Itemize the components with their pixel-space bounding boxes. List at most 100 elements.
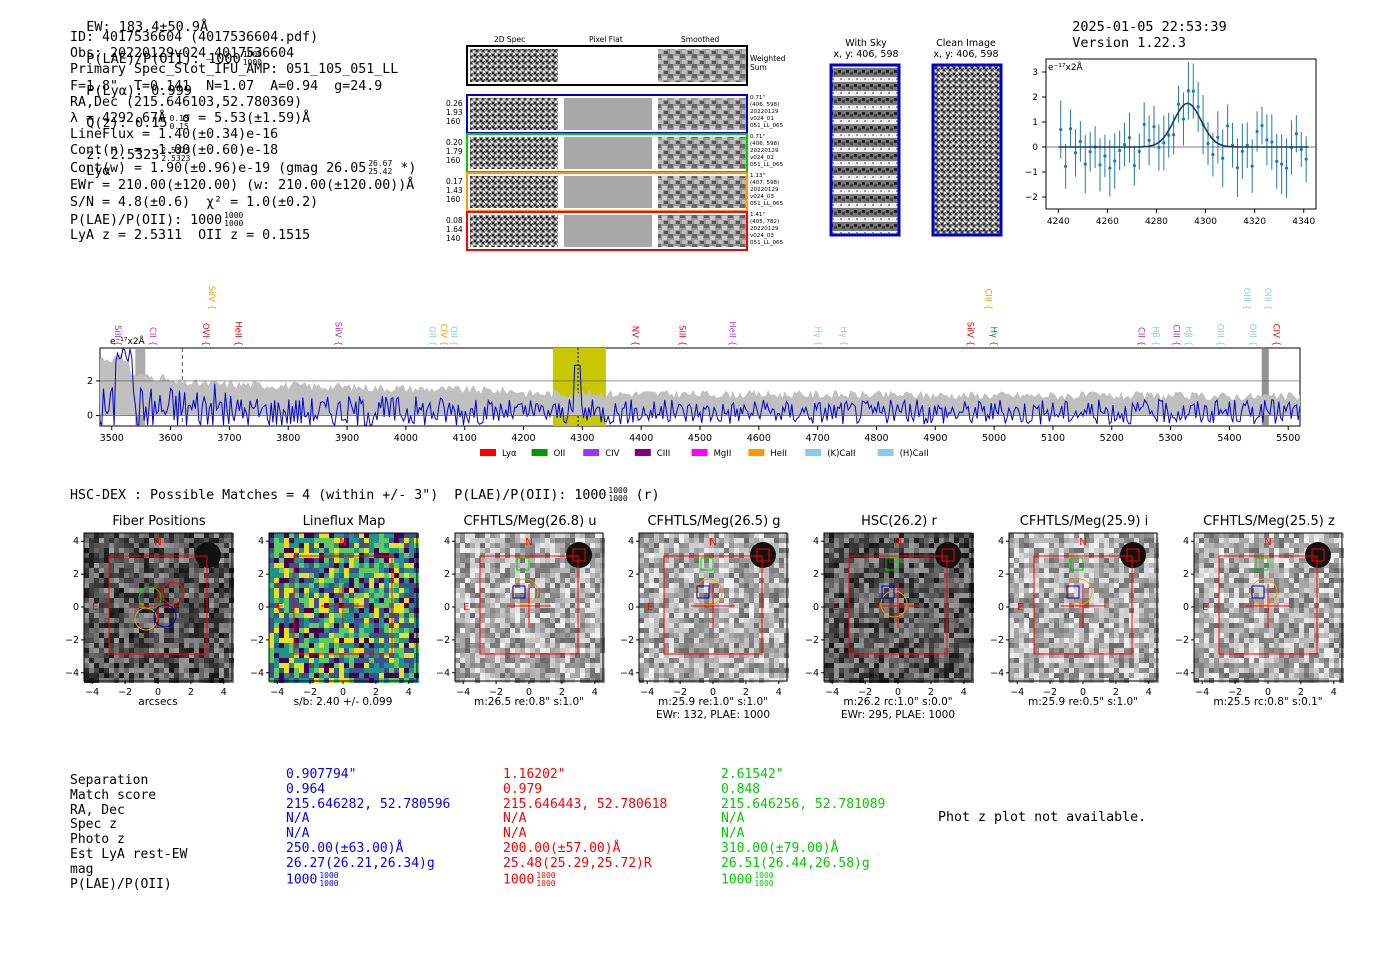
zoom-data-point bbox=[1059, 127, 1063, 132]
table-cell: N/A bbox=[286, 826, 310, 842]
zoom-data-point bbox=[1260, 124, 1264, 128]
legend-label: CIV bbox=[605, 449, 619, 459]
detection-id: ID: 4017536604 (4017536604.pdf) bbox=[70, 30, 319, 45]
panel-ytick: 4 bbox=[628, 536, 634, 547]
zoom-spectrum-chart: e⁻¹⁷x2Å 3 2 1 0 −1 −2 4240 4260 4280 4300 4320 434… bbox=[1025, 58, 1317, 227]
zoom-data-point bbox=[1255, 129, 1259, 134]
panel-xtick: 0 bbox=[895, 687, 901, 698]
spectrum-xtick-label: 5100 bbox=[1041, 433, 1065, 444]
panel-xtick: −4 bbox=[456, 687, 470, 698]
panel-title: CFHTLS/Meg(25.5) z bbox=[1203, 514, 1335, 529]
panel-title: CFHTLS/Meg(26.5) g bbox=[647, 514, 781, 529]
search-box bbox=[848, 555, 948, 655]
cutout-flat bbox=[564, 176, 652, 208]
panel-xtick: −4 bbox=[640, 687, 654, 698]
panel-ytick: 4 bbox=[813, 536, 819, 547]
table-cell: 215.646443, 52.780618 bbox=[503, 796, 668, 812]
spectral-line-label: Hγ { bbox=[812, 326, 822, 346]
panel-ytick: 4 bbox=[1183, 536, 1189, 547]
panel-caption: m:26.2 rc:1.0" s:0.0" EWr: 295, PLAE: 100… bbox=[840, 696, 956, 721]
imaging-panel: N E 4 2 0 −2 −4 −4 −2 0 2 4 bbox=[620, 532, 789, 698]
table-cell: N/A bbox=[721, 826, 745, 842]
zoom-xtick-label: 4260 bbox=[1096, 217, 1119, 227]
match-column-blue: 0.907794" 0.964 215.646282, 52.780596 N/A N/… bbox=[286, 767, 450, 888]
panel-xtick: 4 bbox=[592, 687, 598, 698]
panel-caption: arcsecs bbox=[138, 696, 178, 708]
bright-source bbox=[1120, 542, 1146, 568]
table-row-label: Match score bbox=[70, 787, 157, 803]
panel-xtick: 4 bbox=[221, 687, 227, 698]
east-label: E bbox=[832, 602, 838, 613]
panel-xtick: −4 bbox=[825, 687, 839, 698]
flux-line bbox=[99, 348, 1301, 427]
panel-ytick: −2 bbox=[1175, 635, 1189, 646]
zoom-data-point bbox=[1103, 154, 1107, 158]
north-label: N bbox=[1079, 537, 1086, 548]
panel-ytick: 0 bbox=[813, 602, 819, 613]
panel-ytick: −2 bbox=[990, 635, 1004, 646]
weighted-sum-row bbox=[466, 45, 748, 86]
detection-info: ID: 4017536604 (4017536604.pdf) Obs: 202… bbox=[70, 30, 416, 244]
zoom-data-point bbox=[1073, 151, 1078, 155]
panel-xtick: −2 bbox=[303, 687, 317, 698]
col-2d-spec: 2D Spec bbox=[494, 35, 526, 44]
panel-ytick: −2 bbox=[620, 635, 634, 646]
bright-source bbox=[935, 542, 961, 568]
legend-swatch bbox=[634, 449, 651, 456]
spectral-line-label: CIII { bbox=[982, 288, 992, 310]
cutout-2d bbox=[470, 215, 558, 247]
zoom-data-point bbox=[1162, 141, 1166, 145]
zoom-data-point bbox=[1152, 125, 1156, 129]
masked-region bbox=[1261, 348, 1269, 426]
zoom-data-point bbox=[1221, 156, 1225, 160]
legend-label: MgII bbox=[714, 449, 732, 459]
ew-value: EW: 183.4±50.9Å bbox=[86, 19, 209, 35]
zoom-data-point bbox=[1294, 132, 1298, 136]
east-label: E bbox=[1017, 602, 1023, 613]
source-aperture bbox=[1065, 578, 1093, 606]
table-cell: 250.00(±63.00)Å bbox=[286, 840, 404, 856]
spectral-line-label: CIV { bbox=[438, 324, 448, 346]
panel-xtick: 0 bbox=[155, 687, 161, 698]
spectrum-xtick-label: 3900 bbox=[335, 433, 359, 444]
panel-xtick: 2 bbox=[928, 687, 934, 698]
panel-caption: m:25.5 rc:0.8" s:0.1" bbox=[1213, 696, 1323, 708]
zoom-data-point bbox=[1211, 153, 1215, 157]
legend-swatch bbox=[480, 449, 496, 456]
cont-w: Cont(w) = 1.90(±0.96)e-19 (gmag 26.05 26.… bbox=[70, 158, 417, 176]
table-cell: 1000 1000 1000 bbox=[286, 870, 339, 888]
panel-ytick: −2 bbox=[805, 635, 819, 646]
search-box bbox=[1218, 555, 1318, 655]
panel-caption: s/b: 2.40 +/- 0.099 bbox=[293, 696, 393, 708]
panel-xtick: −2 bbox=[1228, 687, 1242, 698]
cutout-smooth bbox=[658, 98, 746, 130]
zoom-xtick-label: 4300 bbox=[1194, 217, 1217, 227]
legend-label: Lyα bbox=[502, 449, 517, 459]
search-box bbox=[1033, 555, 1133, 655]
table-row-label: Est LyA rest-EW bbox=[70, 846, 188, 862]
cutout-smooth bbox=[658, 215, 746, 247]
zoom-ytick-label: 2 bbox=[1032, 93, 1038, 103]
sky-images bbox=[829, 63, 1003, 237]
spectral-line-label: OIII { bbox=[1247, 324, 1257, 346]
bright-source bbox=[750, 542, 776, 568]
zoom-data-point bbox=[1265, 138, 1269, 142]
spectral-line-label: SiII { bbox=[676, 325, 686, 346]
table-row-label: Photo z bbox=[70, 832, 125, 848]
full-spectrum-chart: SiII {CII {SiIV {OVI {HeII {SiIV {OII {C… bbox=[87, 286, 1301, 459]
panel-ytick: 2 bbox=[813, 569, 819, 580]
spectral-line-label: CIII { bbox=[1171, 324, 1181, 346]
panel-ytick: −4 bbox=[620, 668, 634, 679]
cutout-row-right-label: 1.41" (405, 782) 20220129 v024_03 051_LL_065 bbox=[750, 212, 784, 246]
zoom-data-point bbox=[1068, 127, 1073, 131]
spectrum-unit-label: e⁻¹⁷x2Å bbox=[110, 335, 146, 347]
spectrum-xtick-label: 4100 bbox=[453, 433, 477, 444]
spectrum-xtick-label: 4500 bbox=[688, 433, 712, 444]
table-cell: 1000 1000 1000 bbox=[721, 870, 774, 888]
search-box bbox=[293, 555, 393, 655]
spectral-line-label: OII { bbox=[448, 326, 458, 346]
panel-ytick: 4 bbox=[258, 536, 264, 547]
panel-xtick: −4 bbox=[1195, 687, 1209, 698]
panel-ytick: 2 bbox=[1183, 569, 1189, 580]
zoom-data-point bbox=[1181, 117, 1186, 121]
